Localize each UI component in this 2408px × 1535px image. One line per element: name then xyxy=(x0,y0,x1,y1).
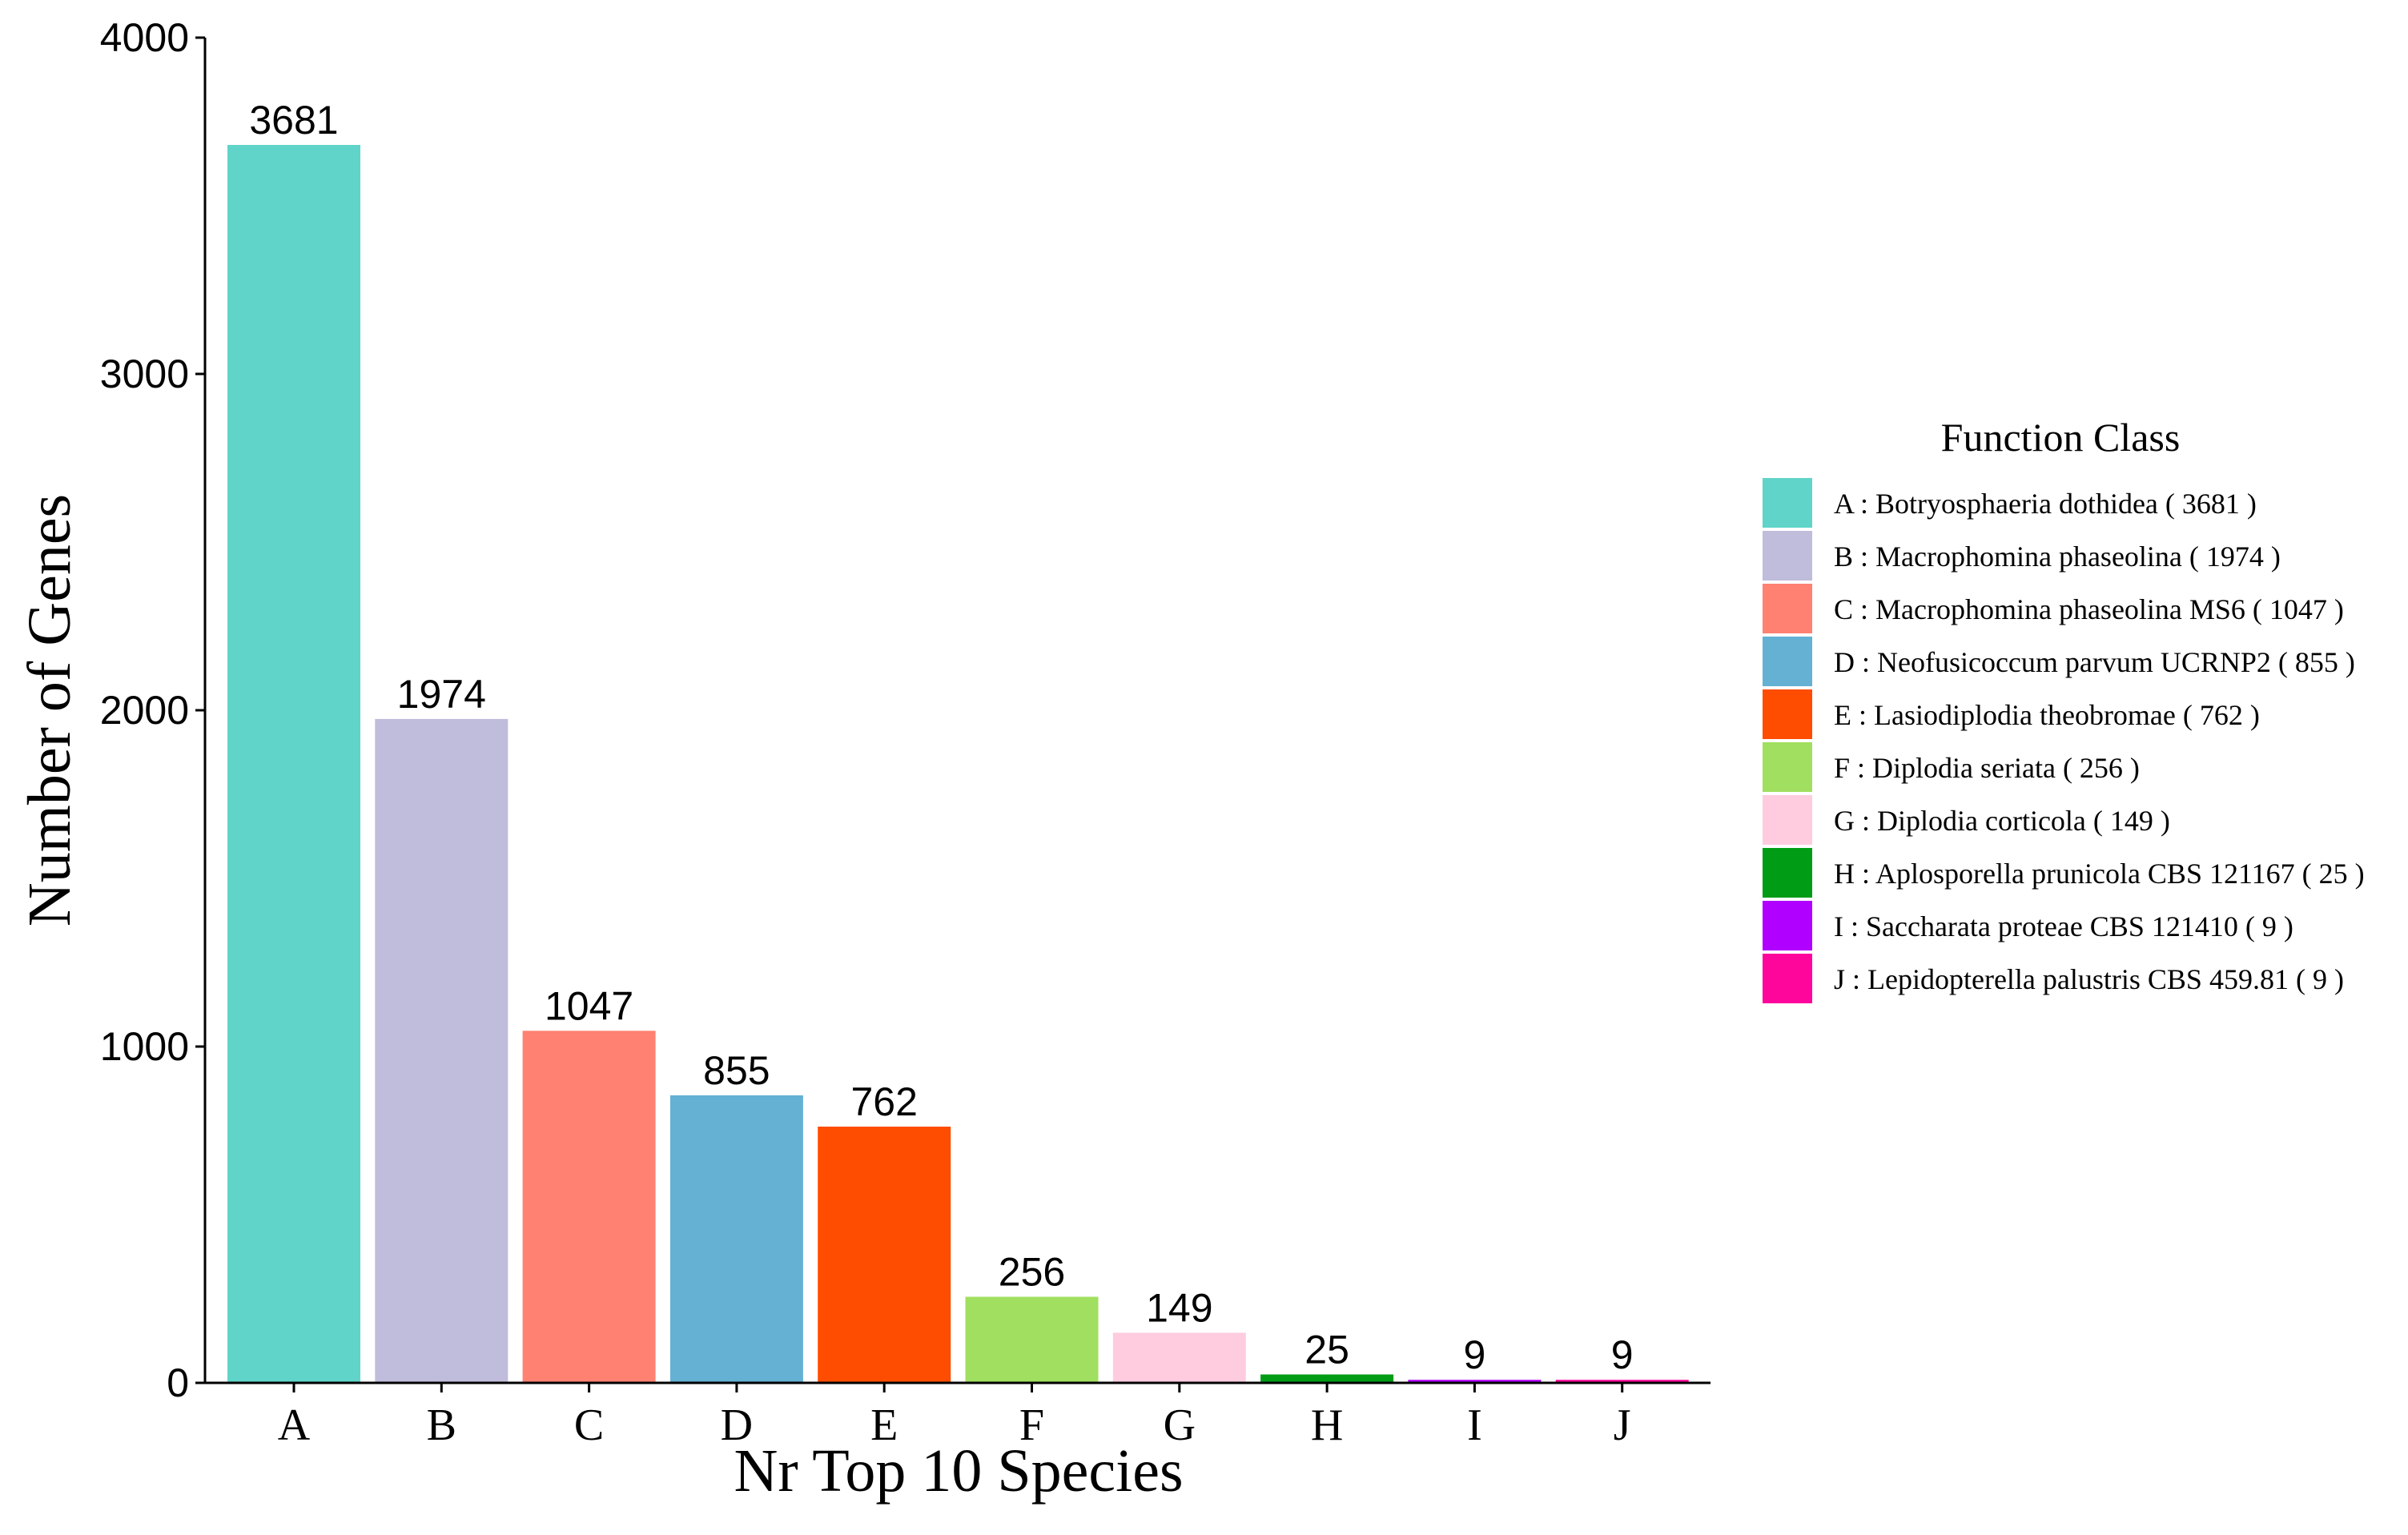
legend-label-h: H : Aplosporella prunicola CBS 121167 ( … xyxy=(1834,858,2365,890)
legend-key-j xyxy=(1763,954,1812,1003)
legend-label-c: C : Macrophomina phaseolina MS6 ( 1047 ) xyxy=(1834,593,2344,625)
axes-layer: A B C D E F G H I J 0 1000 2000 3000 4000 xyxy=(100,15,1711,1450)
data-label-e: 762 xyxy=(850,1079,917,1124)
bar-a xyxy=(227,145,360,1383)
legend-key-c xyxy=(1763,584,1812,633)
data-label-g: 149 xyxy=(1146,1285,1212,1330)
legend-label-d: D : Neofusicoccum parvum UCRNP2 ( 855 ) xyxy=(1834,646,2355,678)
bar-f xyxy=(965,1296,1099,1383)
legend-key-h xyxy=(1763,848,1812,898)
legend-label-f: F : Diplodia seriata ( 256 ) xyxy=(1834,752,2140,784)
bars-layer xyxy=(227,145,1689,1383)
x-tick-label-b: B xyxy=(427,1400,456,1450)
legend-key-e xyxy=(1763,689,1812,739)
legend-key-d xyxy=(1763,637,1812,686)
data-label-b: 1974 xyxy=(397,672,486,717)
bar-e xyxy=(818,1127,951,1383)
data-label-c: 1047 xyxy=(545,983,633,1028)
bar-b xyxy=(375,718,509,1383)
data-label-h: 25 xyxy=(1305,1328,1349,1372)
data-label-a: 3681 xyxy=(249,98,338,143)
x-tick-label-j: J xyxy=(1614,1400,1631,1450)
data-labels-layer: 3681 1974 1047 855 762 256 149 25 9 9 xyxy=(249,98,1633,1377)
y-tick-label: 2000 xyxy=(100,688,189,733)
data-label-d: 855 xyxy=(703,1048,770,1093)
legend-label-e: E : Lasiodiplodia theobromae ( 762 ) xyxy=(1834,699,2260,731)
legend-key-g xyxy=(1763,795,1812,845)
legend-title: Function Class xyxy=(1941,415,2181,460)
bar-h xyxy=(1260,1374,1394,1383)
legend-key-f xyxy=(1763,742,1812,792)
data-label-f: 256 xyxy=(999,1250,1065,1295)
x-tick-label-c: C xyxy=(574,1400,604,1450)
data-label-j: 9 xyxy=(1611,1332,1634,1377)
legend-label-i: I : Saccharata proteae CBS 121410 ( 9 ) xyxy=(1834,910,2293,942)
x-tick-label-h: H xyxy=(1311,1400,1343,1450)
legend-label-b: B : Macrophomina phaseolina ( 1974 ) xyxy=(1834,540,2281,573)
y-tick-label: 3000 xyxy=(100,352,189,396)
y-axis-title: Number of Genes xyxy=(16,494,83,926)
legend-key-b xyxy=(1763,531,1812,581)
bar-j xyxy=(1555,1380,1689,1383)
legend-label-g: G : Diplodia corticola ( 149 ) xyxy=(1834,805,2170,837)
legend: Function Class A : Botryosphaeria dothid… xyxy=(1763,415,2365,1003)
x-tick-label-a: A xyxy=(278,1400,311,1450)
y-tick-label: 1000 xyxy=(100,1024,189,1069)
bar-i xyxy=(1408,1380,1542,1383)
x-tick-label-d: D xyxy=(721,1400,753,1450)
legend-label-j: J : Lepidopterella palustris CBS 459.81 … xyxy=(1834,963,2344,995)
x-tick-label-i: I xyxy=(1467,1400,1482,1450)
x-tick-label-f: F xyxy=(1019,1400,1044,1450)
y-tick-label: 0 xyxy=(167,1360,189,1405)
bar-c xyxy=(522,1031,656,1383)
bar-g xyxy=(1112,1332,1246,1383)
legend-label-a: A : Botryosphaeria dothidea ( 3681 ) xyxy=(1834,488,2257,520)
y-tick-label: 4000 xyxy=(100,15,189,60)
data-label-i: 9 xyxy=(1463,1332,1485,1377)
legend-key-i xyxy=(1763,901,1812,950)
legend-key-a xyxy=(1763,478,1812,528)
x-axis-title: Nr Top 10 Species xyxy=(734,1437,1183,1505)
x-tick-label-e: E xyxy=(870,1400,898,1450)
bar-d xyxy=(669,1095,803,1383)
x-tick-label-g: G xyxy=(1164,1400,1196,1450)
